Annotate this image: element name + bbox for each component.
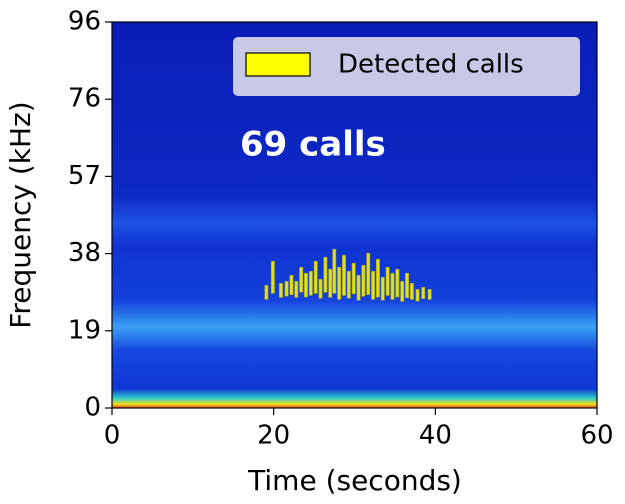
x-tick-label: 0 xyxy=(104,421,121,451)
detected-call xyxy=(385,266,390,296)
annotation: 69 calls xyxy=(240,125,386,165)
detected-call xyxy=(421,287,426,299)
legend-label: Detected calls xyxy=(338,50,524,80)
legend: Detected calls xyxy=(233,37,580,96)
detected-call xyxy=(400,281,405,302)
detected-call xyxy=(323,256,328,293)
detected-call xyxy=(289,275,294,295)
y-tick-label: 38 xyxy=(68,238,101,268)
detected-call xyxy=(405,273,409,299)
detected-call xyxy=(361,264,366,297)
y-tick-label: 96 xyxy=(68,7,101,37)
detected-call xyxy=(279,283,283,298)
x-tick-label: 60 xyxy=(580,421,613,451)
detected-call xyxy=(308,270,313,296)
detected-call xyxy=(264,285,269,300)
x-tick-label: 20 xyxy=(257,421,290,451)
detected-call xyxy=(313,260,318,294)
detected-call xyxy=(294,281,299,298)
detected-call xyxy=(270,260,275,294)
detected-call xyxy=(390,273,395,300)
y-tick-label: 76 xyxy=(68,84,101,114)
detected-call xyxy=(284,281,289,297)
y-axis-label: Frequency (kHz) xyxy=(4,101,37,328)
detected-call xyxy=(356,275,361,301)
detected-call xyxy=(328,268,333,298)
plot-area xyxy=(264,248,432,302)
detected-call xyxy=(395,268,400,298)
detected-call xyxy=(371,270,376,300)
detected-call xyxy=(376,258,380,298)
legend-box xyxy=(233,37,580,96)
detected-call xyxy=(380,277,385,301)
y-tick-label: 57 xyxy=(68,161,101,191)
y-tick-label: 0 xyxy=(84,393,101,423)
plot-frame xyxy=(111,21,598,409)
detected-call xyxy=(337,266,342,300)
x-axis-label: Time (seconds) xyxy=(247,464,462,497)
detected-call xyxy=(342,254,346,296)
y-tick-label: 19 xyxy=(68,315,101,345)
detected-call xyxy=(351,262,356,295)
detected-call xyxy=(409,283,414,300)
detected-call xyxy=(332,248,337,294)
detected-call xyxy=(366,252,371,295)
detected-call xyxy=(427,289,432,300)
detected-call xyxy=(346,270,351,299)
x-tick-label: 40 xyxy=(419,421,452,451)
detected-call xyxy=(304,273,308,298)
legend-swatch xyxy=(245,52,311,77)
detected-call xyxy=(299,266,304,293)
detected-call xyxy=(318,279,323,299)
detected-call xyxy=(415,289,420,302)
